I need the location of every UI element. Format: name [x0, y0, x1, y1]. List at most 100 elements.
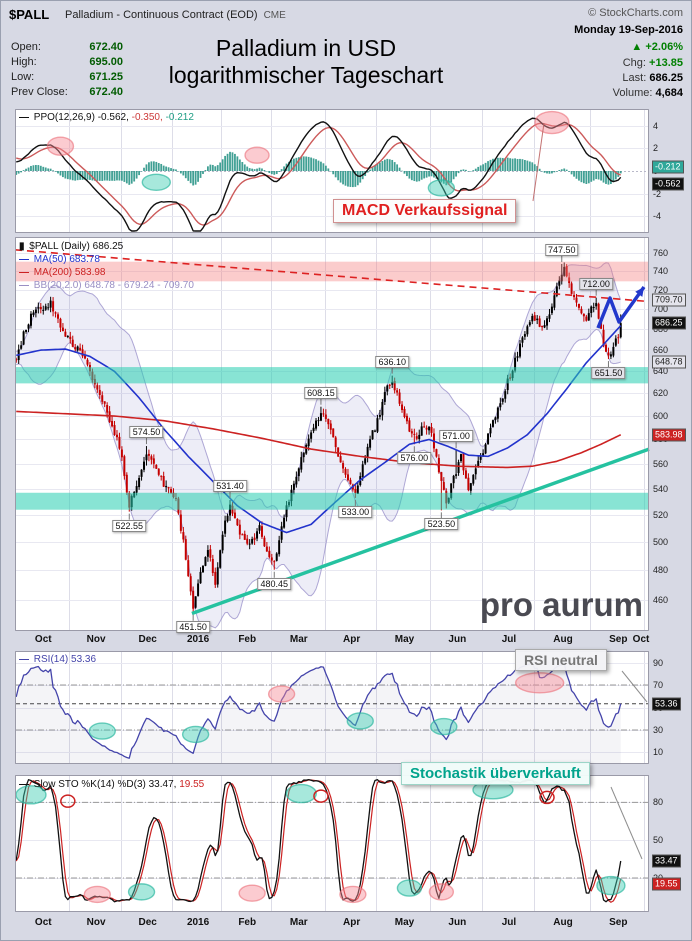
month-label: May [394, 917, 415, 928]
stoch-axis-box: 19.55 [652, 877, 681, 891]
price-axis-label: 720 [653, 284, 669, 295]
stoch-oversold-callout: Stochastik überverkauft [401, 762, 590, 785]
month-label: Feb [238, 917, 257, 928]
ma200-legend-text: MA(200) 583.98 [33, 267, 106, 278]
volume-value: 4,684 [655, 87, 683, 99]
percent-change: +2.06% [645, 41, 683, 53]
price-flag: 533.00 [338, 505, 373, 518]
stoch-axis-box: 33.47 [652, 854, 681, 868]
ma50-legend-text: MA(50) 683.78 [33, 254, 100, 265]
low-label: Low: [11, 71, 35, 83]
open-row: Open: 672.40 [11, 41, 123, 53]
price-flag: 712.00 [579, 277, 613, 290]
price-axis-label: 760 [653, 247, 669, 258]
price-flag: 451.50 [176, 620, 210, 633]
open-value: 672.40 [89, 41, 123, 53]
price-legend-text: $PALL (Daily) 686.25 [29, 241, 124, 252]
month-label: 2016 [186, 917, 210, 928]
ma50-legend: — MA(50) 683.78 [19, 254, 100, 265]
month-label: Sep [609, 634, 628, 645]
candles-swatch-icon: ▮ [19, 241, 25, 252]
ppo-legend: — PPO(12,26,9) -0.562, -0.350, -0.212 [19, 112, 194, 123]
bb-legend-text: BB(20,2.0) 648.78 - 679.24 - 709.70 [33, 280, 194, 291]
price-axis-label: 740 [653, 265, 669, 276]
change-value: +13.85 [649, 57, 683, 69]
price-legend: ▮ $PALL (Daily) 686.25 [19, 241, 123, 252]
rsi-legend-text: RSI(14) 53.36 [33, 654, 97, 665]
bb-swatch-icon: — [19, 280, 29, 291]
high-label: High: [11, 56, 37, 68]
high-row: High: 695.00 [11, 56, 123, 68]
month-label: Jun [448, 917, 467, 928]
month-label: Mar [289, 917, 308, 928]
price-flag: 608.15 [304, 386, 338, 399]
price-axis-label: 520 [653, 510, 669, 521]
price-flag: 531.40 [213, 480, 247, 493]
price-flag: 747.50 [544, 243, 579, 256]
rsi-axis-label: 10 [653, 747, 664, 758]
rsi-axis-box: 53.36 [652, 697, 681, 711]
price-axis-box: 709.70 [652, 293, 686, 307]
month-label: Dec [138, 634, 157, 645]
month-label: Nov [86, 634, 106, 645]
month-label: Oct [632, 634, 650, 645]
price-flag: 636.10 [375, 355, 409, 368]
price-axis-label: 620 [653, 388, 669, 399]
percent-change-row: ▲ +2.06% [631, 41, 683, 53]
ma50-swatch-icon: — [19, 254, 29, 265]
rsi-legend: — RSI(14) 53.36 [19, 654, 96, 665]
change-row: Chg: +13.85 [623, 57, 683, 69]
change-label: Chg: [622, 57, 646, 69]
month-label: Oct [34, 634, 52, 645]
price-flag: 571.00 [439, 430, 473, 443]
price-axis-box: 648.78 [652, 355, 686, 369]
ticker-symbol: $PALL [9, 7, 50, 22]
ppo-signal-value: -0.350, [131, 112, 163, 123]
ppo-value: -0.562, [97, 112, 129, 123]
price-flag: 576.00 [397, 452, 432, 465]
pro-aurum-watermark: pro aurum [479, 586, 643, 623]
stoch-k-swatch-icon: — [19, 779, 29, 790]
price-axis-label: 640 [653, 366, 669, 377]
stoch-axis-label: 80 [653, 797, 664, 808]
ppo-axis-box: -0.562 [652, 177, 684, 191]
rsi-axis-label: 30 [653, 724, 664, 735]
month-label: Oct [34, 917, 52, 928]
stoch-legend-text: Slow STO %K(14) %D(3) 33.47, [33, 779, 177, 790]
exchange-label: CME [263, 10, 286, 21]
volume-row: Volume: 4,684 [613, 87, 683, 99]
chart-title-line2: logarithmischer Tageschart [168, 62, 444, 88]
prev-close-value: 672.40 [89, 86, 123, 98]
month-label: Jul [501, 917, 517, 928]
last-label: Last: [622, 72, 647, 84]
symbol-description-line: Palladium - Continuous Contract (EOD) CME [65, 9, 286, 21]
macd-sell-signal-callout: MACD Verkaufssignal [333, 199, 517, 223]
ppo-legend-label: PPO(12,26,9) [33, 112, 95, 123]
ppo-axis-label: 2 [653, 143, 659, 154]
price-axis-label: 500 [653, 537, 669, 548]
rsi-axis-label: 90 [653, 657, 664, 668]
price-flag: 522.55 [112, 519, 147, 532]
stoch-d-value: 19.55 [179, 779, 205, 790]
month-label: Aug [553, 634, 573, 645]
bb-legend: — BB(20,2.0) 648.78 - 679.24 - 709.70 [19, 280, 194, 291]
month-label: Dec [138, 917, 157, 928]
price-flag: 480.45 [257, 577, 292, 590]
ma200-legend: — MA(200) 583.98 [19, 267, 106, 278]
price-flag: 523.50 [424, 518, 459, 531]
price-flag: 651.50 [591, 367, 626, 380]
chart-date: Monday 19-Sep-2016 [574, 24, 683, 36]
chart-title-line1: Palladium in USD [215, 35, 397, 61]
month-label: Mar [289, 634, 308, 645]
ma200-swatch-icon: — [19, 267, 29, 278]
price-axis-label: 560 [653, 458, 669, 469]
low-value: 671.25 [89, 71, 123, 83]
month-label: 2016 [186, 634, 210, 645]
last-row: Last: 686.25 [622, 72, 683, 84]
price-axis-box: 686.25 [652, 316, 686, 330]
low-row: Low: 671.25 [11, 71, 123, 83]
month-label: Feb [238, 634, 257, 645]
price-axis-label: 540 [653, 483, 669, 494]
rsi-axis-label: 70 [653, 680, 664, 691]
